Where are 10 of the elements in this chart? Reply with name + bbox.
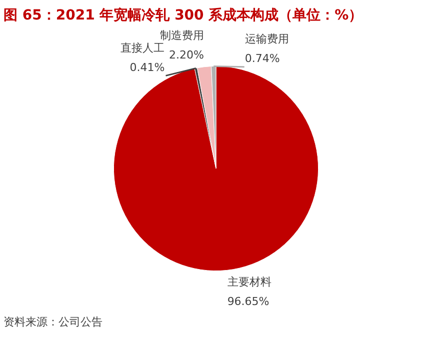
data-label: 96.65%	[227, 295, 270, 308]
chart-title: 图 65：2021 年宽幅冷轧 300 系成本构成（单位：%）	[4, 6, 363, 24]
slice-label: 运输费用	[244, 32, 289, 46]
data-label: 0.74%	[244, 52, 280, 65]
data-label: 2.20%	[169, 48, 204, 62]
slice-label: 主要材料	[227, 276, 272, 289]
slice-label: 直接人工	[120, 41, 165, 54]
data-label: 0.41%	[130, 60, 165, 74]
slice-label: 制造费用	[160, 28, 204, 42]
text: 资料来源：公司公告	[4, 316, 102, 328]
